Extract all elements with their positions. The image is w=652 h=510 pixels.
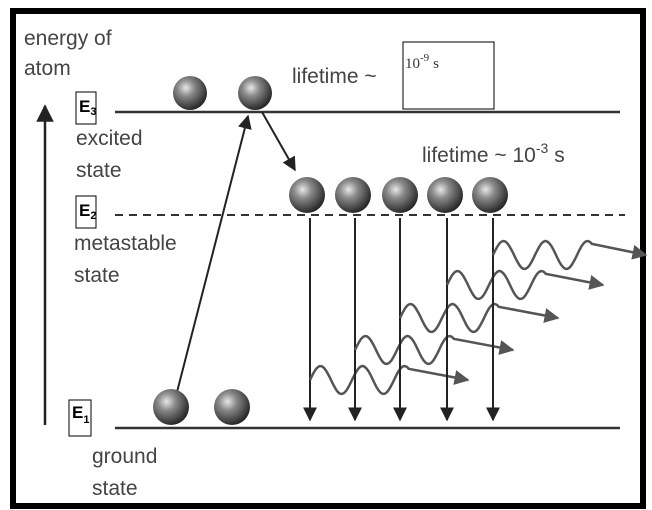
lifetime-value: 10-9 s bbox=[405, 52, 439, 72]
photon-wave bbox=[308, 364, 470, 396]
atom bbox=[472, 177, 508, 213]
lifetime-box bbox=[402, 41, 495, 110]
level-box bbox=[68, 399, 92, 437]
level-symbol: E3 bbox=[79, 97, 96, 118]
level-label: metastable bbox=[74, 232, 177, 255]
atom bbox=[238, 76, 272, 110]
photon-wave bbox=[353, 334, 515, 366]
atoms bbox=[153, 76, 508, 425]
atom bbox=[289, 177, 325, 213]
axis-label: atom bbox=[24, 57, 71, 80]
level-label: state bbox=[74, 264, 120, 287]
level-label: ground bbox=[92, 445, 157, 468]
photon-wave bbox=[445, 269, 605, 301]
photon-wave bbox=[491, 239, 648, 271]
level-symbol: E1 bbox=[72, 403, 89, 426]
emission-group bbox=[303, 218, 648, 422]
lifetime-label: lifetime ~ 10-3 s bbox=[422, 140, 565, 167]
level-label: excited bbox=[76, 127, 143, 150]
atom bbox=[427, 177, 463, 213]
level-symbol: E2 bbox=[79, 201, 96, 222]
level-label: state bbox=[76, 159, 122, 182]
atom bbox=[214, 389, 250, 425]
atom bbox=[335, 177, 371, 213]
atom bbox=[382, 177, 418, 213]
photon-wave bbox=[398, 302, 560, 334]
level-label: state bbox=[92, 477, 138, 500]
decay-arrow bbox=[261, 111, 296, 172]
atom bbox=[173, 76, 207, 110]
axis-label: energy of bbox=[24, 27, 112, 50]
lifetime-label: lifetime ~ bbox=[292, 65, 377, 88]
level-box bbox=[75, 91, 97, 125]
atom bbox=[153, 389, 189, 425]
level-box bbox=[75, 195, 97, 229]
pump-arrow bbox=[176, 114, 252, 393]
